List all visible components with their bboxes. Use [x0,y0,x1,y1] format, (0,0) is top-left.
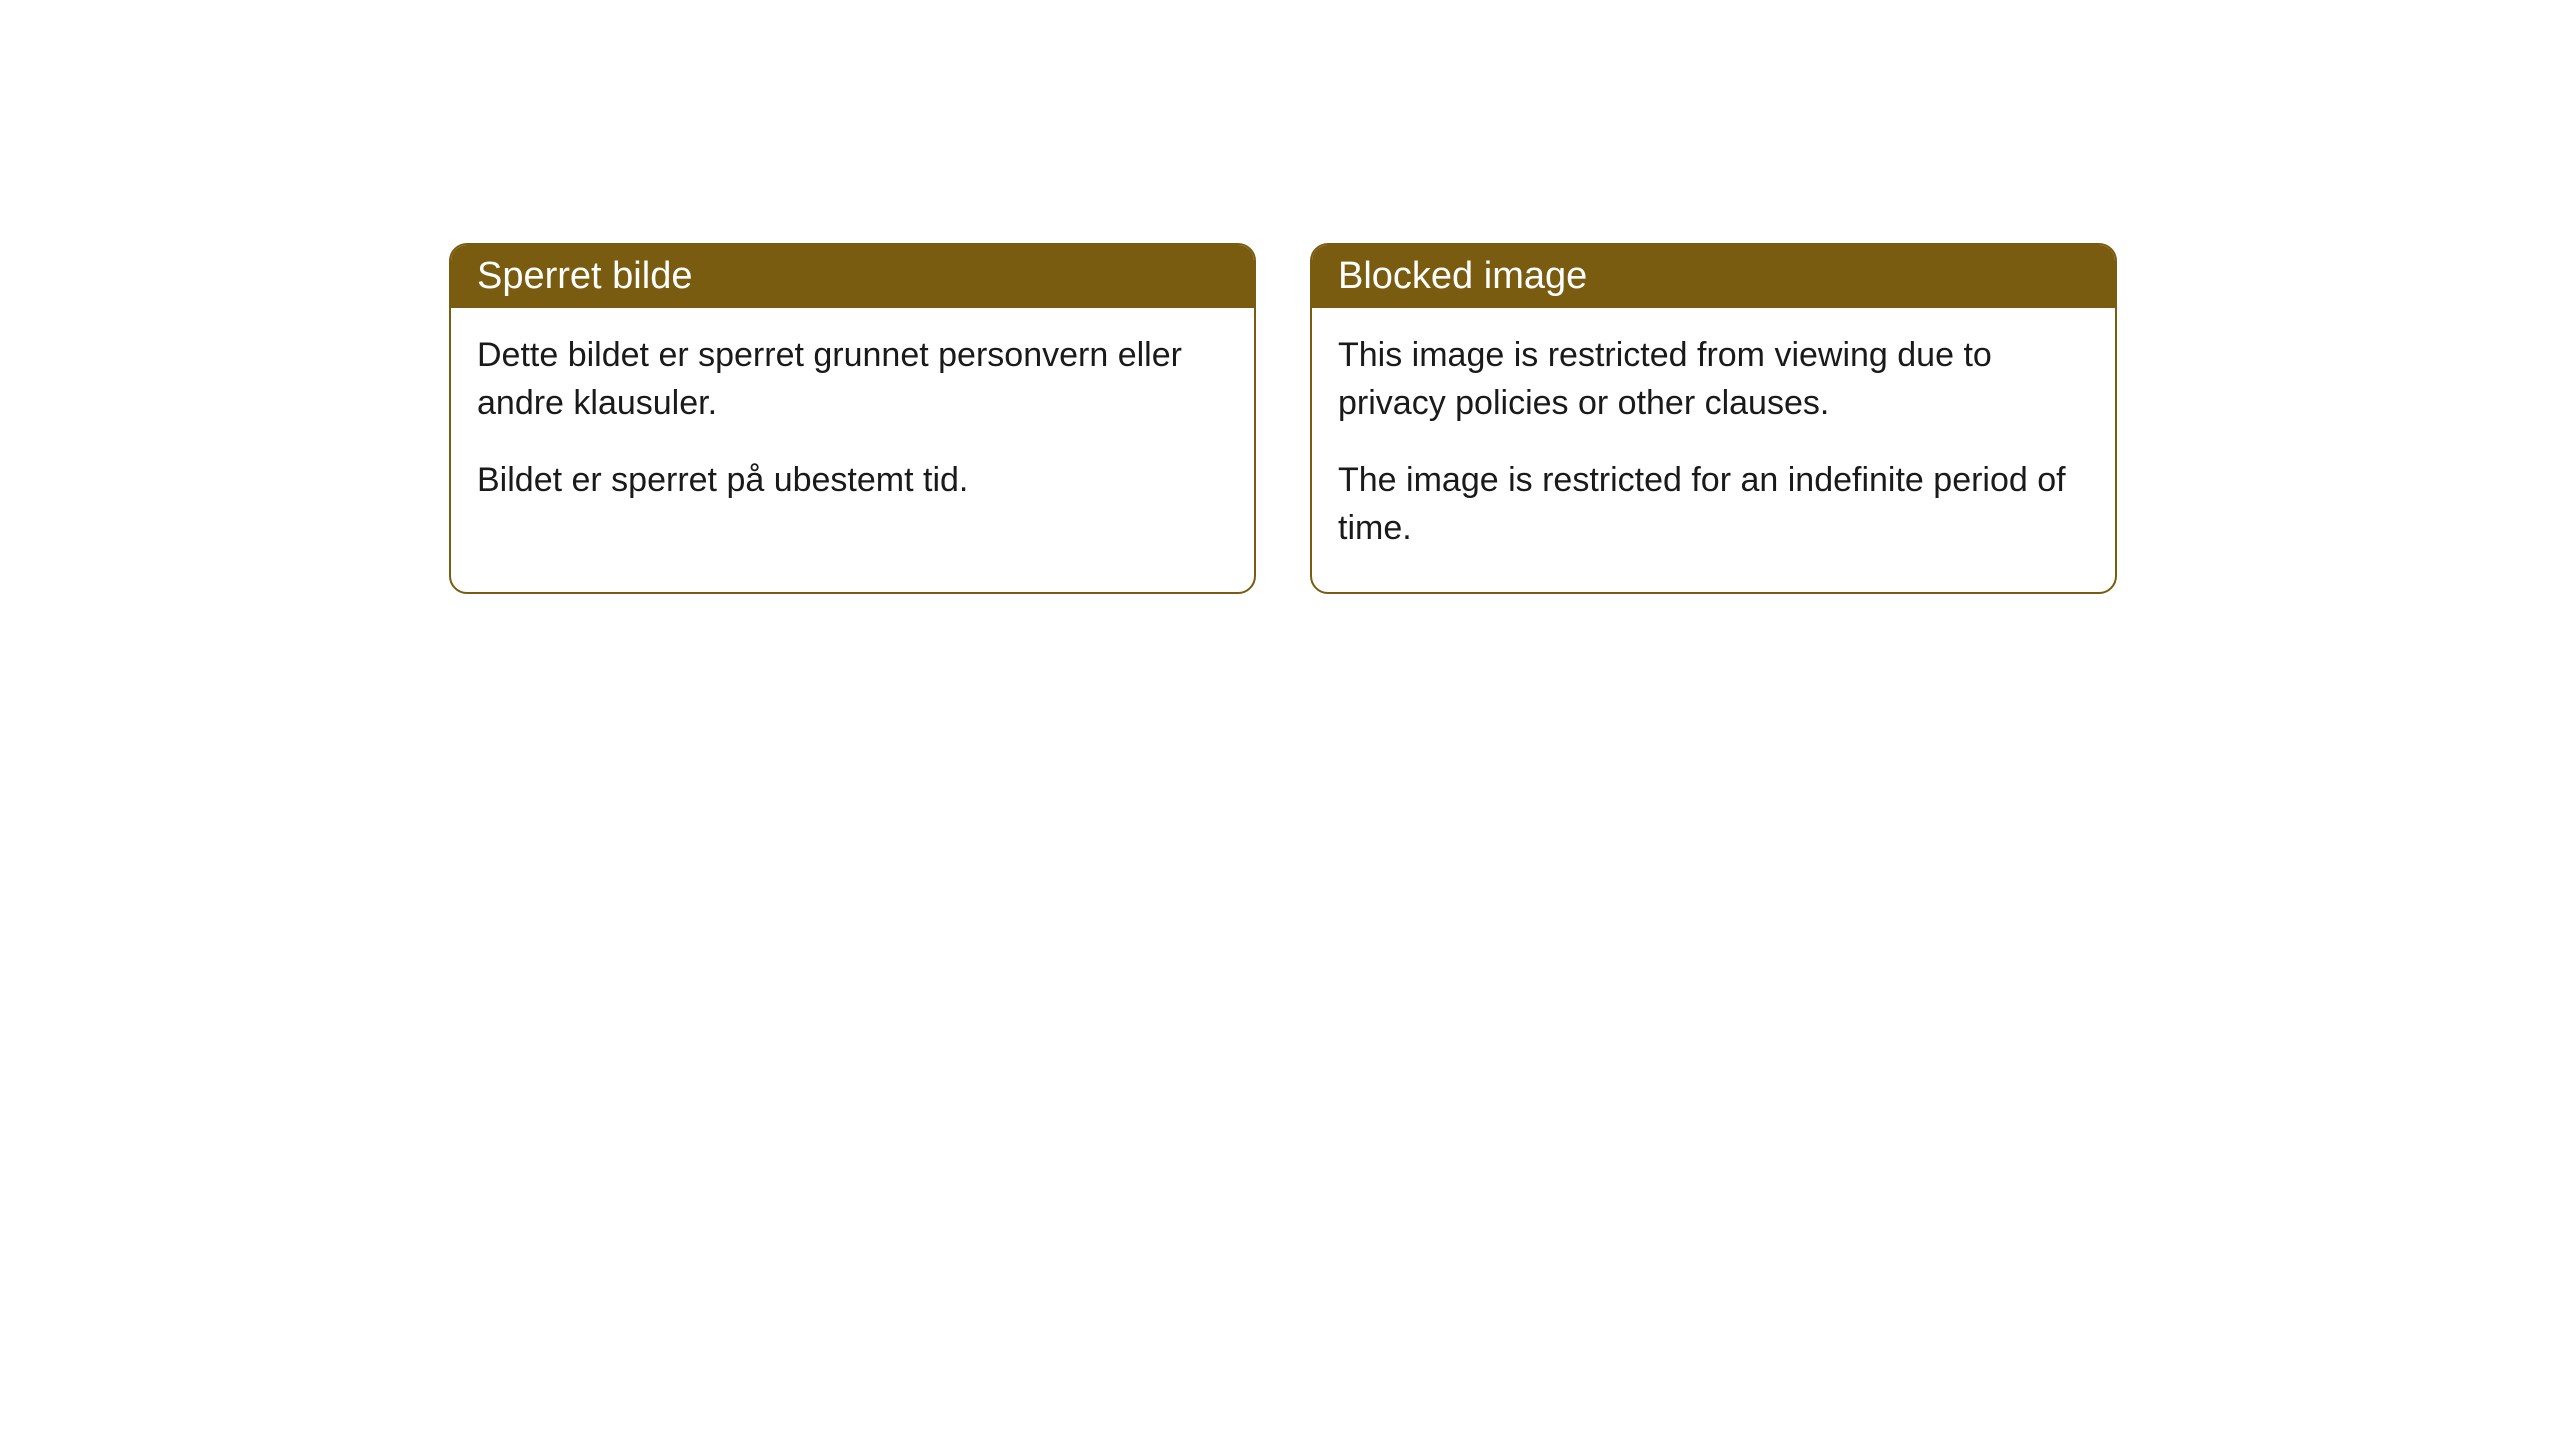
card-paragraph: Bildet er sperret på ubestemt tid. [477,457,1228,505]
card-paragraph: The image is restricted for an indefinit… [1338,457,2089,552]
blocked-image-card-norwegian: Sperret bilde Dette bildet er sperret gr… [449,243,1256,594]
card-paragraph: Dette bildet er sperret grunnet personve… [477,332,1228,427]
card-title: Blocked image [1338,255,1587,297]
blocked-image-card-english: Blocked image This image is restricted f… [1310,243,2117,594]
card-title: Sperret bilde [477,255,692,297]
card-header-norwegian: Sperret bilde [451,245,1254,308]
card-header-english: Blocked image [1312,245,2115,308]
notice-cards-container: Sperret bilde Dette bildet er sperret gr… [449,243,2560,594]
card-body-norwegian: Dette bildet er sperret grunnet personve… [451,308,1254,545]
card-paragraph: This image is restricted from viewing du… [1338,332,2089,427]
card-body-english: This image is restricted from viewing du… [1312,308,2115,592]
